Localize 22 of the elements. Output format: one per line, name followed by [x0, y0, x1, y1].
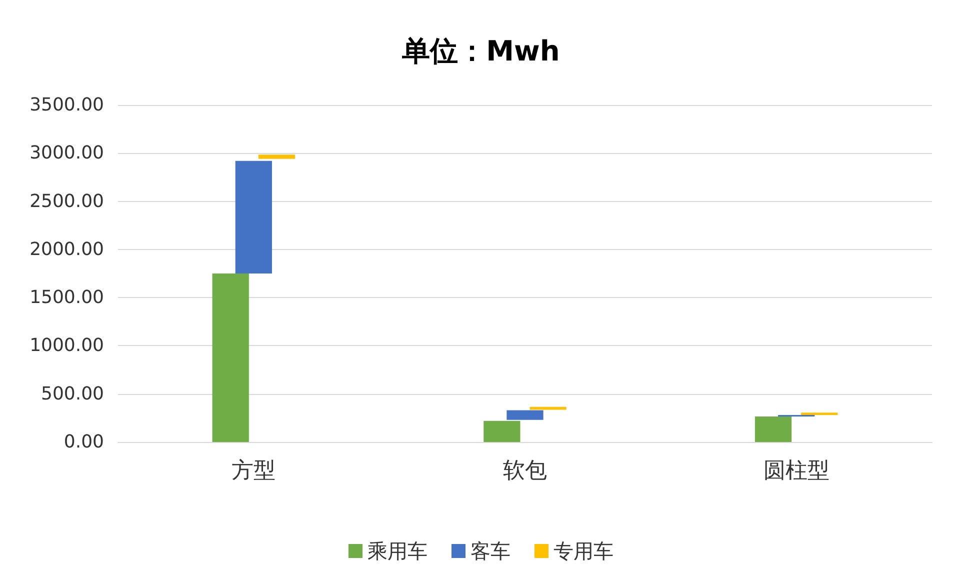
legend-label: 乘用车	[368, 539, 428, 563]
x-tick-label: 软包	[503, 458, 547, 484]
y-tick-label: 1000.00	[30, 335, 104, 356]
y-tick-label: 3000.00	[30, 142, 104, 164]
chart-title: 单位：Mwh	[401, 34, 560, 68]
y-tick-label: 0.00	[64, 432, 104, 452]
y-tick-label: 2500.00	[30, 190, 104, 212]
y-tick-label: 2000.00	[30, 238, 104, 260]
y-tick-label: 3500.00	[30, 94, 104, 116]
bar	[235, 160, 272, 274]
y-tick-label: 500.00	[41, 383, 104, 404]
bar	[258, 154, 296, 159]
bar	[212, 274, 249, 442]
legend-label: 客车	[470, 539, 510, 563]
bar	[801, 412, 838, 416]
x-tick-label: 圆柱型	[763, 458, 830, 484]
bar	[754, 416, 792, 442]
bar	[506, 410, 544, 420]
y-tick-label: 1500.00	[30, 287, 104, 308]
x-tick-label: 方型	[232, 458, 276, 484]
bar	[484, 420, 520, 442]
legend-label: 专用车	[554, 539, 614, 563]
